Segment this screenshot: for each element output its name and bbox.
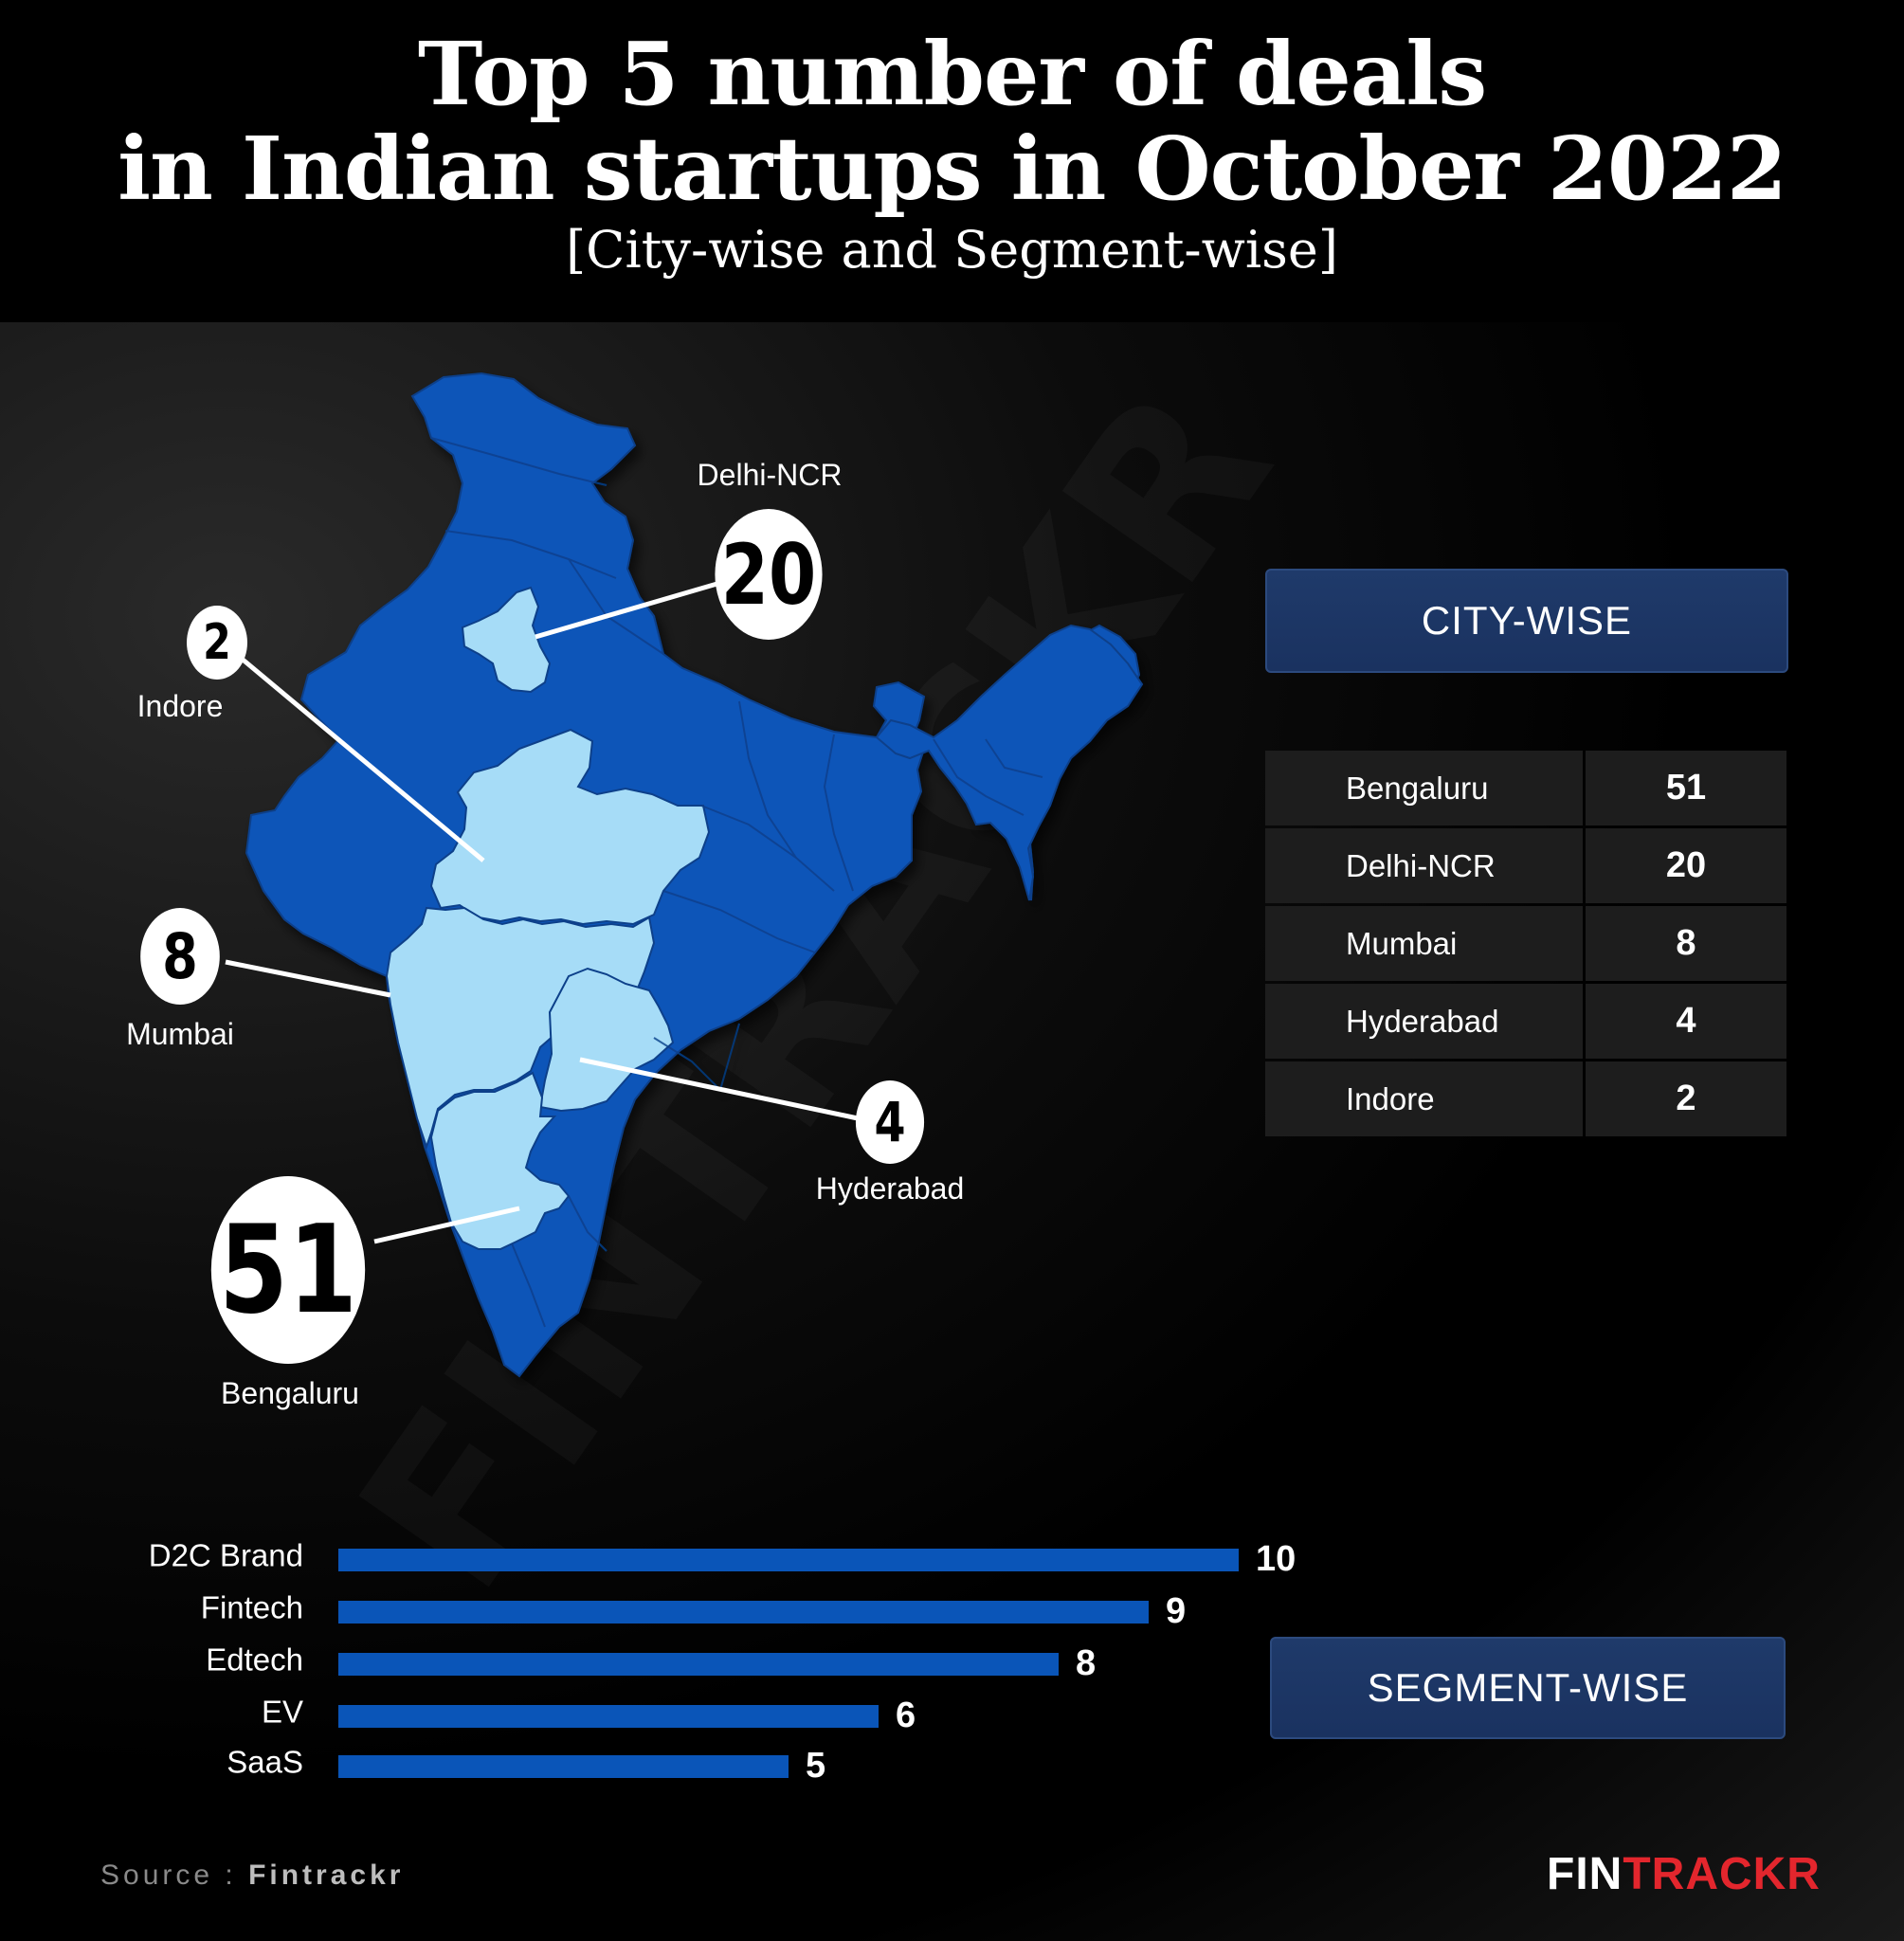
city-deal-count: 20 — [1586, 828, 1786, 903]
bar-value-label: 8 — [1076, 1643, 1096, 1683]
mumbai-leader — [225, 959, 391, 998]
city-deal-count: 51 — [1586, 751, 1786, 825]
bar-category-label: D2C Brand — [149, 1538, 303, 1573]
india-northeast — [875, 624, 1144, 901]
city-name: Bengaluru — [1265, 751, 1583, 825]
city-name: Delhi-NCR — [1265, 828, 1583, 903]
callout-value-delhi-ncr: 20 — [715, 509, 823, 640]
table-row: Hyderabad 4 — [1265, 984, 1786, 1059]
source-name: Fintrackr — [248, 1859, 405, 1891]
callout-value-indore: 2 — [187, 606, 247, 680]
karnataka-region — [429, 1071, 571, 1250]
bar — [338, 1705, 879, 1728]
bengaluru-leader — [373, 1206, 520, 1244]
city-deal-count: 4 — [1586, 984, 1786, 1059]
callout-value-bengaluru: 51 — [210, 1176, 366, 1364]
bar — [338, 1601, 1149, 1624]
table-row: Delhi-NCR 20 — [1265, 828, 1786, 903]
delhi-leader — [535, 580, 721, 640]
table-row: Indore 2 — [1265, 1061, 1786, 1136]
title-line-2: in Indian startups in October 2022 — [118, 118, 1787, 220]
bar-category-label: Fintech — [201, 1590, 303, 1625]
callout-value-hyderabad: 4 — [855, 1080, 925, 1164]
bar-value-label: 9 — [1166, 1591, 1186, 1631]
bar-value-label: 6 — [896, 1696, 916, 1735]
hyderabad-leader — [579, 1057, 859, 1121]
bar — [338, 1755, 789, 1778]
city-deal-count: 8 — [1586, 906, 1786, 981]
table-row: Bengaluru 51 — [1265, 751, 1786, 825]
fintrackr-logo: FINTRACKR — [1547, 1848, 1821, 1900]
callout-lines — [225, 580, 859, 1244]
source-note: Source : Fintrackr — [100, 1859, 404, 1892]
callout-value-mumbai: 8 — [140, 908, 220, 1005]
table-row: Mumbai 8 — [1265, 906, 1786, 981]
city-wise-header: CITY-WISE — [1265, 569, 1788, 673]
state-borders — [430, 437, 1043, 1328]
city-name: Indore — [1265, 1061, 1583, 1136]
source-prefix: Source : — [100, 1859, 249, 1891]
indore-leader — [240, 657, 485, 862]
callout-label-bengaluru: Bengaluru — [221, 1376, 359, 1410]
page-title: Top 5 number of deals in Indian startups… — [0, 27, 1904, 216]
callout-label-delhi-ncr: Delhi-NCR — [697, 458, 843, 492]
city-name: Mumbai — [1265, 906, 1583, 981]
title-line-1: Top 5 number of deals — [417, 23, 1487, 125]
callout-label-mumbai: Mumbai — [126, 1017, 234, 1051]
bar-category-label: EV — [262, 1695, 303, 1730]
segment-wise-header: SEGMENT-WISE — [1270, 1637, 1786, 1739]
delhi-ncr-region — [461, 586, 552, 694]
city-name: Hyderabad — [1265, 984, 1583, 1059]
city-wise-table: Bengaluru 51 Delhi-NCR 20 Mumbai 8 Hyder… — [1265, 751, 1786, 1139]
bar-category-label: SaaS — [227, 1745, 303, 1780]
bar-category-label: Edtech — [206, 1642, 303, 1678]
bar — [338, 1549, 1239, 1571]
logo-part-1: FIN — [1547, 1849, 1623, 1899]
header: Top 5 number of deals in Indian startups… — [0, 0, 1904, 322]
bar-value-label: 5 — [806, 1746, 825, 1786]
bar-value-label: 10 — [1256, 1539, 1296, 1579]
logo-part-2: TRACKR — [1623, 1849, 1821, 1899]
page-subtitle: [City-wise and Segment-wise] — [566, 220, 1338, 280]
bar — [338, 1653, 1059, 1676]
city-deal-count: 2 — [1586, 1061, 1786, 1136]
callout-label-indore: Indore — [136, 689, 224, 723]
callout-label-hyderabad: Hyderabad — [815, 1171, 965, 1206]
